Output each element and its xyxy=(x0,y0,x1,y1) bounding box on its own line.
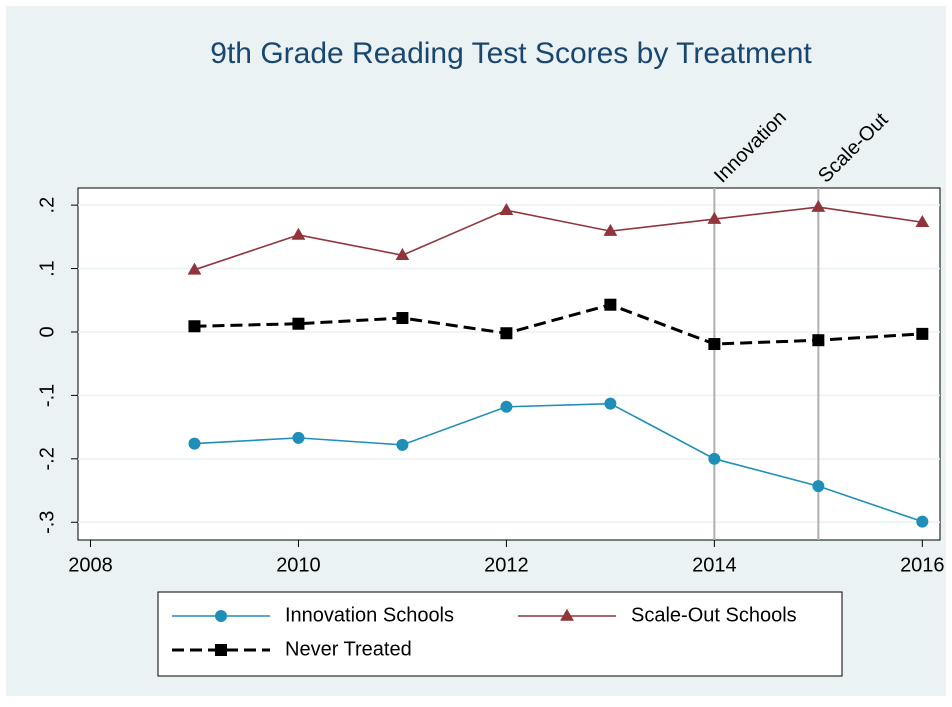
x-tick-label: 2008 xyxy=(68,554,113,576)
data-point xyxy=(707,211,722,224)
data-point xyxy=(396,438,409,451)
x-tick-label: 2010 xyxy=(276,554,321,576)
x-tick-label: 2014 xyxy=(692,554,737,576)
data-point xyxy=(603,223,618,236)
data-point xyxy=(292,431,305,444)
y-tick-label: -.3 xyxy=(36,511,58,534)
data-point xyxy=(188,437,201,450)
legend-marker xyxy=(215,610,227,622)
data-point xyxy=(916,515,929,528)
data-point xyxy=(187,262,202,275)
data-point xyxy=(291,227,306,240)
legend-label: Scale-Out Schools xyxy=(631,604,797,626)
data-point xyxy=(708,452,721,465)
series-line xyxy=(194,402,923,523)
data-point xyxy=(604,298,617,311)
legend-marker xyxy=(215,644,227,656)
legend-label: Never Treated xyxy=(285,638,412,660)
data-point xyxy=(188,320,201,333)
data-point xyxy=(915,215,930,228)
data-point xyxy=(396,312,409,325)
chart-title: 9th Grade Reading Test Scores by Treatme… xyxy=(210,37,812,70)
y-tick-label: 0 xyxy=(36,326,58,337)
data-point xyxy=(811,199,826,212)
x-tick-label: 2016 xyxy=(900,554,945,576)
legend-label: Innovation Schools xyxy=(285,604,454,626)
data-point xyxy=(500,400,513,413)
series-line xyxy=(194,303,923,346)
data-point xyxy=(292,317,305,330)
data-point xyxy=(812,334,825,347)
data-point xyxy=(500,327,513,340)
data-point xyxy=(708,338,721,351)
y-tick-label: .2 xyxy=(36,197,58,214)
data-point xyxy=(812,480,825,493)
legend-marker xyxy=(560,608,574,621)
y-tick-label: -.1 xyxy=(36,384,58,407)
plot-area xyxy=(77,187,941,541)
data-point xyxy=(395,248,410,261)
series-line xyxy=(194,206,923,271)
data-point xyxy=(916,327,929,340)
y-tick-label: .1 xyxy=(36,260,58,277)
x-tick-label: 2012 xyxy=(484,554,529,576)
y-tick-label: -.2 xyxy=(36,447,58,470)
data-point xyxy=(604,397,617,410)
data-point xyxy=(499,202,514,215)
legend-box xyxy=(157,591,843,677)
